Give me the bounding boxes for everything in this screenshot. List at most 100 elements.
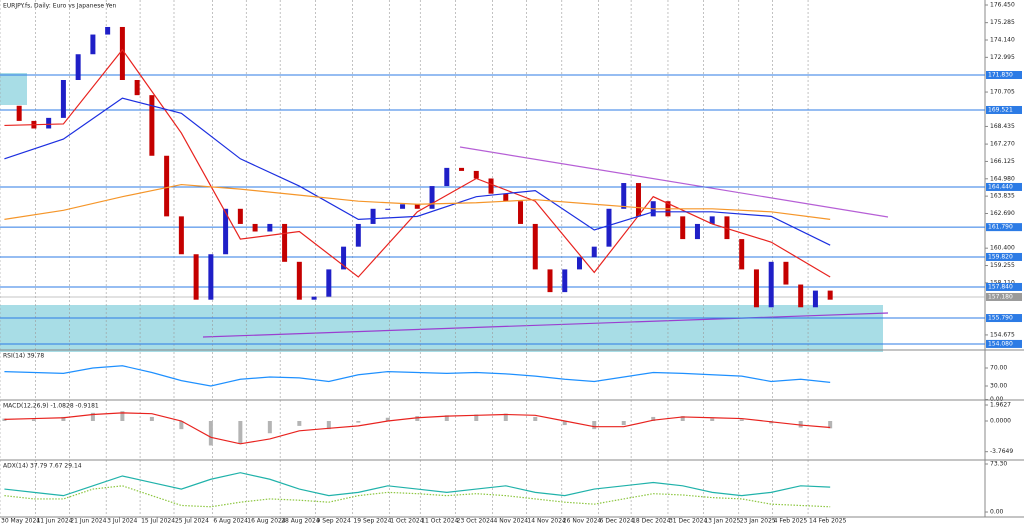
- pane-title: EURJPY.fs, Daily: Euro vs Japanese Yen: [3, 3, 116, 10]
- histogram-bar: [828, 421, 833, 429]
- series-line: [4, 485, 831, 508]
- level-tag: [986, 182, 1022, 191]
- histogram-bar: [90, 412, 95, 422]
- candle: [311, 296, 317, 300]
- x-tick-label: 25 Jul 2024: [175, 518, 209, 525]
- candle: [134, 80, 140, 96]
- x-tick-label: 28 Aug 2024: [281, 518, 320, 525]
- candle: [532, 223, 538, 270]
- histogram-bar: [503, 413, 508, 422]
- y-tick-label: 154.675: [990, 331, 1015, 338]
- histogram-bar: [798, 421, 803, 428]
- x-tick-label: 15 Jul 2024: [141, 518, 175, 525]
- level-tag: [986, 282, 1022, 291]
- y-tick-label: -3.7649: [990, 448, 1013, 455]
- level-label: 171.830: [988, 72, 1013, 79]
- histogram-bar: [297, 421, 302, 426]
- pane-title: RSI(14) 39.78: [3, 353, 44, 360]
- histogram-bar: [356, 421, 361, 423]
- candle: [473, 170, 479, 179]
- x-tick-label: 3 Jul 2024: [107, 518, 137, 525]
- candle: [16, 105, 22, 121]
- candle: [503, 193, 509, 202]
- level-label: 154.080: [988, 340, 1013, 347]
- x-tick-label: 14 Feb 2025: [809, 518, 847, 525]
- candle: [105, 26, 111, 35]
- histogram-bar: [533, 416, 538, 422]
- histogram-bar: [208, 421, 213, 446]
- candle: [606, 208, 612, 247]
- level-tag: [986, 71, 1022, 79]
- x-tick-label: 16 Aug 2024: [247, 518, 286, 525]
- candle: [753, 269, 759, 308]
- level-tag: [986, 223, 1022, 232]
- y-tick-label: 30.00: [990, 383, 1007, 390]
- candle: [414, 204, 420, 209]
- x-tick-label: 13 Jan 2025: [704, 518, 740, 525]
- candle: [783, 261, 789, 285]
- y-tick-label: 1.9627: [990, 402, 1011, 409]
- candle: [621, 183, 627, 209]
- candle: [119, 26, 125, 80]
- candle: [178, 216, 184, 255]
- x-tick-label: 9 Sep 2024: [317, 518, 351, 525]
- series-line: [4, 472, 831, 497]
- y-tick-label: 164.980: [990, 175, 1015, 182]
- x-tick-label: 6 Dec 2024: [600, 518, 635, 525]
- candle: [694, 223, 700, 240]
- price-label: 157.180: [988, 293, 1013, 300]
- candle: [75, 54, 81, 80]
- y-tick-label: 162.690: [990, 210, 1015, 217]
- x-tick-label: 11 Oct 2024: [421, 518, 458, 525]
- x-tick-label: 14 Nov 2024: [527, 518, 566, 525]
- histogram-bar: [621, 421, 626, 426]
- y-tick-label: 163.835: [990, 193, 1015, 200]
- candle: [518, 201, 524, 224]
- candle: [60, 80, 66, 118]
- candle: [576, 257, 582, 270]
- trendline: [202, 312, 889, 338]
- series-line: [4, 365, 831, 387]
- x-tick-label: 1 Oct 2024: [390, 518, 423, 525]
- histogram-bar: [326, 421, 331, 430]
- candle: [812, 290, 818, 308]
- candle: [444, 167, 450, 187]
- candle: [798, 284, 804, 308]
- histogram-bar: [562, 421, 567, 426]
- candle: [149, 95, 155, 156]
- histogram-bar: [651, 416, 656, 422]
- histogram-bar: [120, 411, 125, 422]
- histogram-bar: [61, 416, 66, 422]
- x-tick-label: 23 Oct 2024: [457, 518, 494, 525]
- candle: [326, 269, 332, 297]
- level-label: 157.840: [988, 283, 1013, 290]
- x-tick-label: 30 May 2024: [1, 518, 40, 525]
- price-tag: [986, 292, 1022, 301]
- y-tick-label: 172.995: [990, 54, 1015, 61]
- series-line: [4, 183, 831, 220]
- candle: [355, 223, 361, 247]
- histogram-bar: [444, 415, 449, 422]
- candle: [739, 239, 745, 270]
- level-tag: [986, 339, 1022, 348]
- histogram-bar: [2, 418, 7, 422]
- y-tick-label: 0.0000: [990, 418, 1011, 425]
- candle: [208, 254, 214, 300]
- candle: [385, 208, 391, 210]
- y-tick-label: 175.285: [990, 19, 1015, 26]
- x-tick-label: 6 Aug 2024: [213, 518, 248, 525]
- candle: [296, 261, 302, 300]
- series-line: [4, 412, 831, 445]
- histogram-bar: [267, 421, 272, 434]
- histogram-bar: [31, 419, 36, 422]
- y-tick-label: 174.140: [990, 37, 1015, 44]
- candle: [488, 178, 494, 194]
- pane-title: MACD(12,26,9) -1.0828 -0.9181: [3, 403, 99, 410]
- candle: [90, 34, 96, 55]
- candle: [724, 216, 730, 240]
- candle: [223, 208, 229, 255]
- level-label: 155.790: [988, 315, 1013, 322]
- candle: [680, 216, 686, 240]
- y-tick-label: 158.110: [990, 279, 1015, 286]
